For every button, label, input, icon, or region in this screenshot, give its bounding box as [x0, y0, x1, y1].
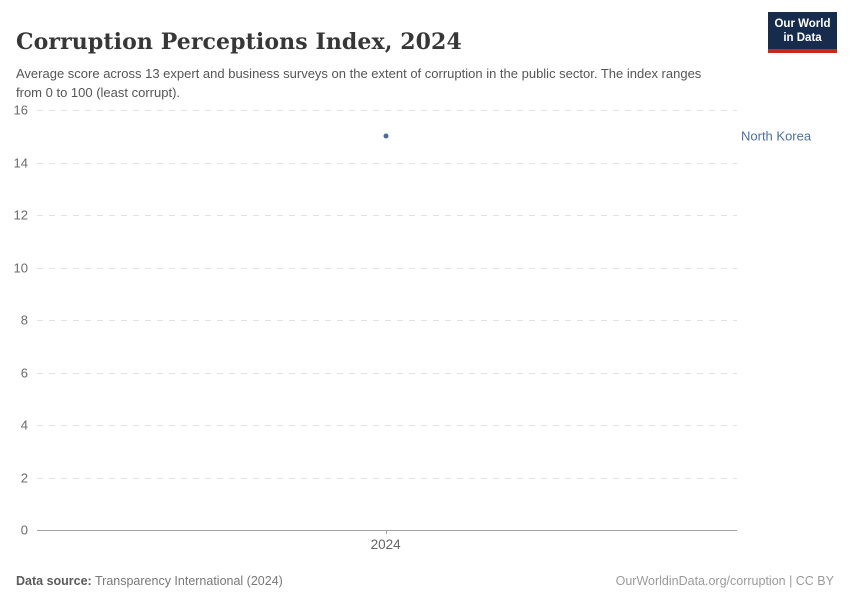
- y-axis-tick-label: 14: [13, 155, 28, 170]
- gridline: [37, 372, 737, 374]
- owid-logo: Our World in Data: [768, 12, 837, 53]
- license-link[interactable]: OurWorldinData.org/corruption | CC BY: [615, 574, 834, 588]
- y-axis-tick-label: 12: [13, 207, 28, 223]
- gridline: [37, 477, 737, 479]
- data-source-label: Data source:: [16, 574, 92, 588]
- y-axis-tick-label: 6: [20, 365, 28, 380]
- data-source-value: Transparency International (2024): [94, 574, 283, 588]
- owid-logo-line1: Our World: [774, 18, 831, 30]
- gridline: [37, 162, 737, 164]
- data-source: Data source: Transparency International …: [16, 574, 283, 588]
- series-label-north-korea[interactable]: North Korea: [741, 128, 812, 144]
- y-axis-tick-label: 0: [20, 522, 28, 538]
- gridline: [37, 320, 737, 321]
- gridline: [37, 425, 737, 426]
- x-axis-line: [37, 530, 737, 531]
- chart-footer: Data source: Transparency International …: [16, 574, 834, 588]
- y-axis-tick-label: 8: [20, 312, 28, 328]
- y-axis-tick-label: 16: [13, 102, 28, 118]
- chart-subtitle: Average score across 13 expert and busin…: [16, 66, 702, 100]
- x-axis-tick-mark: [385, 530, 387, 534]
- gridline: [37, 267, 737, 269]
- owid-logo-line2: in Data: [783, 32, 822, 44]
- x-axis-tick-label: 2024: [370, 537, 401, 552]
- gridline: [37, 215, 737, 216]
- y-axis-tick-label: 10: [13, 260, 28, 275]
- gridline: [37, 110, 737, 111]
- chart-title: Corruption Perceptions Index, 2024: [16, 28, 462, 55]
- y-axis-tick-label: 2: [20, 470, 28, 485]
- data-point-north-korea[interactable]: [383, 133, 389, 139]
- y-axis-tick-label: 4: [20, 417, 28, 433]
- plot-area: 2024 North Korea 0 2 4 6 8 10 12 14 16: [14, 103, 812, 553]
